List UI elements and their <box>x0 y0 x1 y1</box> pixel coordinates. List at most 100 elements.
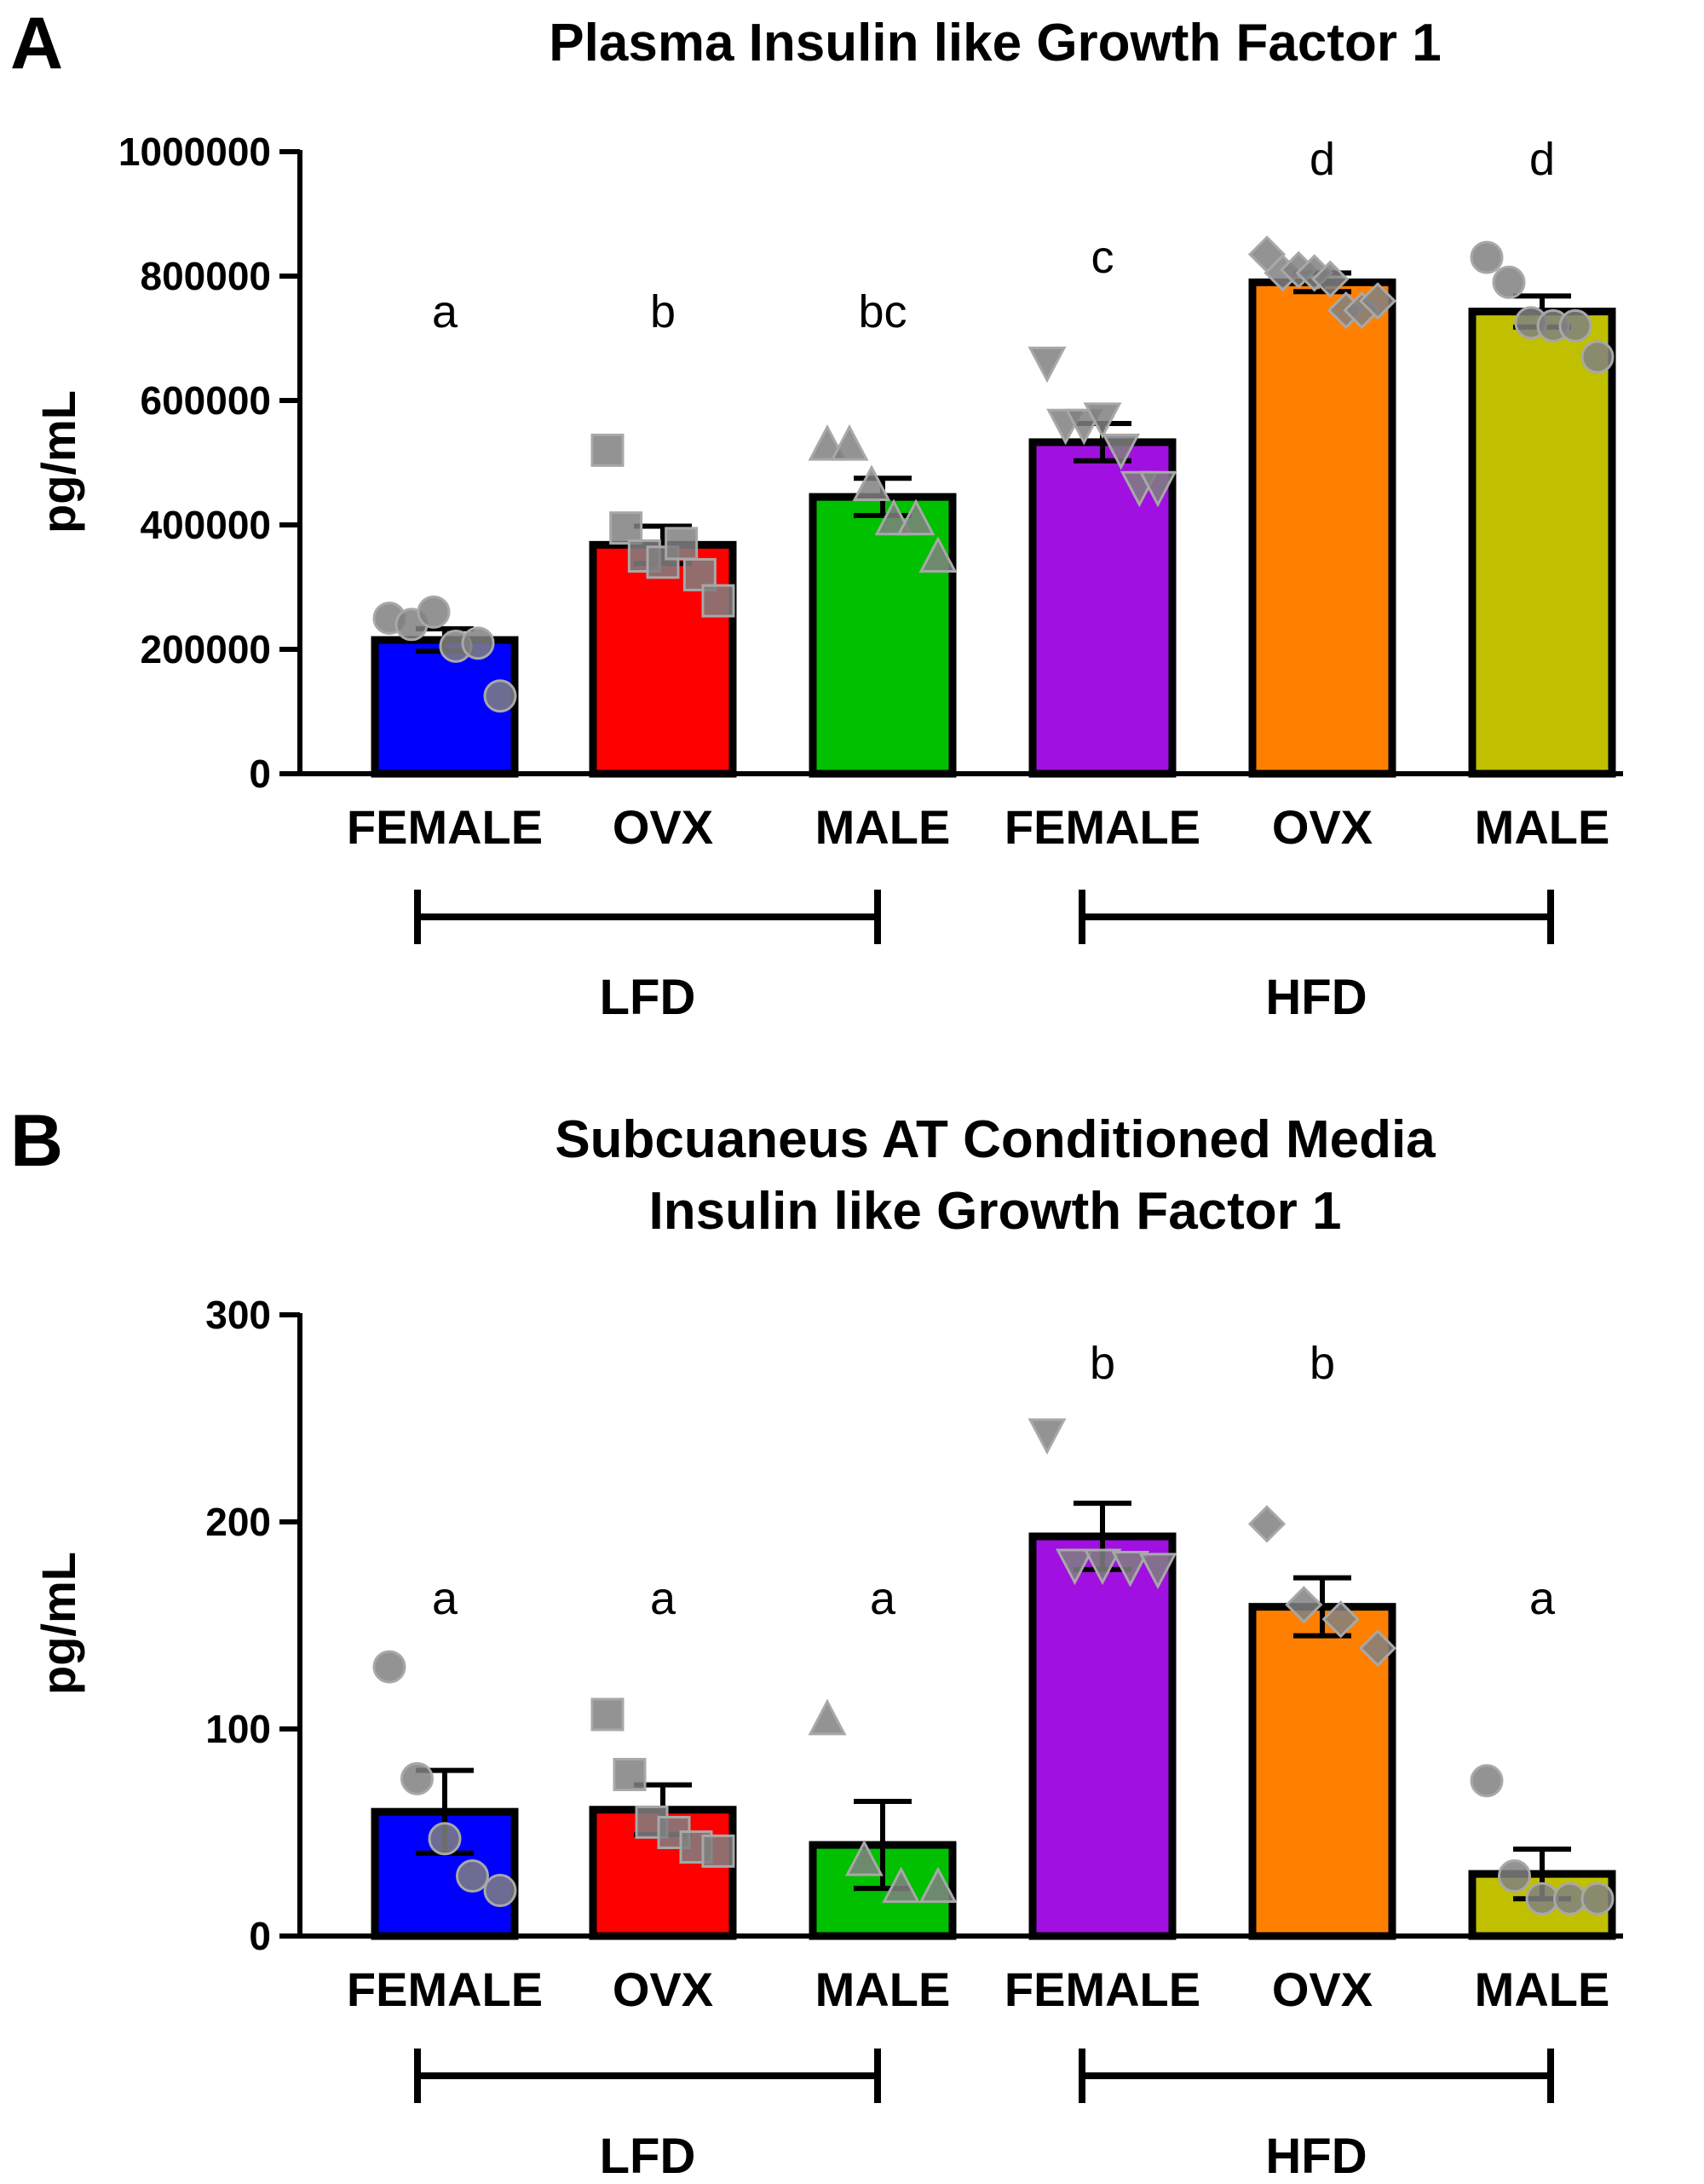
x-category-label: MALE <box>815 800 951 854</box>
data-point <box>1553 1881 1586 1916</box>
panel-b-letter: B <box>10 1100 63 1182</box>
data-point <box>1358 1629 1397 1668</box>
x-category-label: OVX <box>1272 1962 1373 2016</box>
x-category-label: MALE <box>1475 800 1610 854</box>
panel-b-plot: 0 100 200 300 a FEMALE a OVX a MALE b FEMALE b OVX a MA… <box>205 1293 1623 2184</box>
data-point <box>1028 346 1067 383</box>
panel-b-ylabel: pg/mL <box>32 1552 85 1695</box>
data-point <box>701 584 735 618</box>
x-category-label: FEMALE <box>347 800 543 854</box>
significance-letter: a <box>650 1573 676 1624</box>
y-tick-label: 200000 <box>141 627 272 671</box>
data-point <box>852 464 891 502</box>
data-point <box>701 1834 735 1868</box>
data-point <box>918 536 958 573</box>
data-point <box>1580 1881 1615 1916</box>
significance-letter: d <box>1310 134 1335 185</box>
data-point <box>461 626 495 660</box>
data-point <box>372 1650 406 1684</box>
data-point <box>1358 282 1397 320</box>
data-point <box>1083 402 1122 440</box>
significance-letter: a <box>432 1573 458 1624</box>
data-point <box>1111 1550 1149 1588</box>
y-tick-label: 800000 <box>141 254 272 298</box>
data-point <box>456 1859 489 1893</box>
data-point <box>1492 265 1526 299</box>
data-point <box>417 595 451 629</box>
x-category-label: MALE <box>815 1962 951 2016</box>
panel-b-title-line-1: Subcuaneus AT Conditioned Media <box>555 1110 1436 1169</box>
data-point <box>483 679 517 713</box>
data-point <box>483 1874 517 1908</box>
significance-letter: a <box>870 1573 896 1624</box>
data-point <box>609 511 643 545</box>
bar-5 <box>1248 1603 1396 1940</box>
data-point <box>1028 1418 1067 1455</box>
data-point <box>808 1698 847 1736</box>
data-point <box>1056 1548 1094 1586</box>
data-point <box>1311 260 1350 298</box>
panel-a-plot: 0 200000 400000 600000 800000 1000000 a FEMALE b… <box>118 130 1623 1025</box>
data-point <box>1558 308 1592 343</box>
bar-4 <box>1028 438 1177 778</box>
bar-3 <box>809 493 957 778</box>
data-point <box>400 1761 434 1795</box>
panel-a-title: Plasma Insulin like Growth Factor 1 <box>549 14 1441 72</box>
data-point <box>918 1866 958 1904</box>
y-tick-label: 400000 <box>141 503 272 547</box>
data-point <box>1247 1505 1287 1543</box>
bar-5 <box>1248 278 1396 778</box>
group-label: LFD <box>600 970 696 1025</box>
group-label: HFD <box>1265 970 1367 1025</box>
y-tick-label: 0 <box>249 752 271 796</box>
data-point <box>1285 1586 1323 1624</box>
y-tick-label: 600000 <box>141 378 272 423</box>
data-point <box>896 498 935 536</box>
data-point <box>1083 1548 1122 1586</box>
data-point <box>830 424 869 461</box>
data-point <box>613 1757 647 1791</box>
data-point <box>844 1839 884 1876</box>
data-point <box>1470 1764 1504 1798</box>
x-category-label: FEMALE <box>1005 1962 1200 2016</box>
data-point <box>1102 433 1141 470</box>
group-label: LFD <box>600 2129 696 2184</box>
data-point <box>590 1697 625 1732</box>
x-category-label: OVX <box>613 1962 713 2016</box>
y-tick-label: 1000000 <box>118 130 271 174</box>
x-category-label: OVX <box>1272 800 1373 854</box>
significance-letter: a <box>432 286 458 337</box>
y-tick-label: 300 <box>205 1293 271 1337</box>
data-point <box>1580 340 1615 374</box>
data-point <box>1138 1553 1177 1590</box>
panel-a-letter: A <box>10 3 63 84</box>
x-category-label: OVX <box>613 800 713 854</box>
x-category-label: FEMALE <box>1005 800 1200 854</box>
significance-letter: c <box>1091 232 1114 283</box>
data-point <box>665 527 699 561</box>
y-tick-label: 200 <box>205 1500 271 1544</box>
data-point <box>428 1822 462 1856</box>
data-point <box>1138 470 1177 508</box>
y-tick-label: 100 <box>205 1707 271 1751</box>
significance-letter: bc <box>858 286 907 337</box>
x-category-label: FEMALE <box>347 1962 543 2016</box>
y-tick-label: 0 <box>249 1914 271 1958</box>
data-point <box>1498 1859 1531 1893</box>
significance-letter: b <box>650 286 676 337</box>
group-label: HFD <box>1265 2129 1367 2184</box>
x-category-label: MALE <box>1475 1962 1610 2016</box>
significance-letter: b <box>1310 1338 1335 1389</box>
panel-b-title-line-2: Insulin like Growth Factor 1 <box>648 1182 1341 1241</box>
bar-6 <box>1468 308 1616 778</box>
data-point <box>1525 1881 1559 1916</box>
data-point <box>1470 240 1504 274</box>
data-point <box>590 433 625 467</box>
bar-4 <box>1028 1532 1177 1940</box>
significance-letter: d <box>1529 134 1555 185</box>
significance-letter: a <box>1529 1573 1556 1624</box>
panel-a-ylabel: pg/mL <box>32 390 85 533</box>
data-point <box>1321 1600 1360 1639</box>
significance-letter: b <box>1090 1338 1115 1389</box>
